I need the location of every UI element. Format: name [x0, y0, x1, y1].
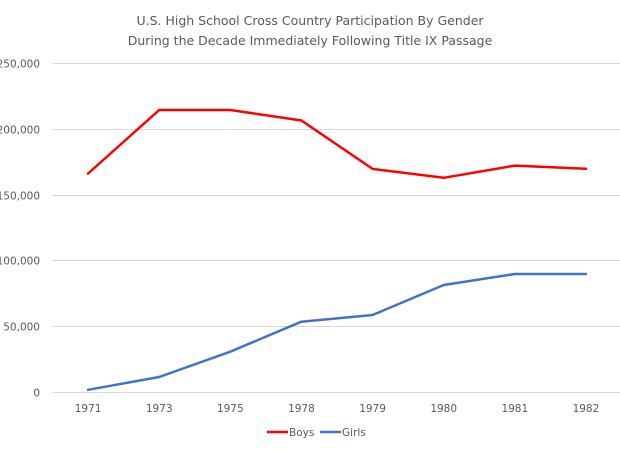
legend-item-boys: Boys — [267, 427, 314, 439]
series-line-girls — [86, 272, 588, 392]
data-point-girls-1981 — [513, 272, 517, 276]
series-line-boys — [86, 108, 588, 180]
x-tick-label: 1980 — [430, 403, 457, 415]
gridlines — [52, 63, 620, 393]
chart-subtitle: During the Decade Immediately Following … — [128, 33, 493, 48]
data-point-girls-1980 — [442, 283, 445, 287]
data-point-boys-1981 — [513, 164, 517, 167]
y-tick-label: 250,000 — [0, 59, 40, 71]
x-tick-label: 1971 — [75, 403, 102, 415]
y-tick-label: 100,000 — [0, 256, 40, 268]
x-axis-tick-labels: 1971 1973 1975 1978 1979 1980 1981 1982 — [75, 403, 600, 415]
data-point-boys-1979 — [371, 167, 374, 171]
data-point-girls-1973 — [157, 375, 161, 379]
data-point-boys-1978 — [300, 119, 303, 122]
data-point-girls-1975 — [229, 350, 232, 353]
data-point-boys-1971 — [86, 172, 90, 175]
series-lines — [86, 108, 588, 392]
x-tick-label: 1982 — [573, 403, 600, 415]
x-tick-label: 1979 — [359, 403, 386, 415]
legend: Boys Girls — [267, 427, 366, 439]
data-point-girls-1982 — [584, 272, 588, 276]
y-tick-label: 200,000 — [0, 125, 40, 137]
data-point-boys-1975 — [229, 108, 232, 112]
x-tick-label: 1978 — [288, 403, 315, 415]
series-boys — [86, 108, 588, 180]
x-tick-label: 1975 — [217, 403, 244, 415]
y-axis-tick-labels: 0 50,000 100,000 150,000 200,000 250,000 — [0, 59, 40, 400]
data-point-girls-1979 — [371, 313, 374, 317]
data-point-boys-1980 — [442, 176, 445, 179]
data-point-boys-1982 — [584, 167, 588, 170]
x-tick-label: 1973 — [146, 403, 173, 415]
legend-label-boys: Boys — [289, 427, 314, 439]
y-tick-label: 150,000 — [0, 191, 40, 203]
series-girls — [86, 272, 588, 392]
y-tick-label: 0 — [33, 388, 40, 400]
data-point-boys-1973 — [157, 108, 161, 112]
y-tick-label: 50,000 — [3, 322, 40, 334]
legend-item-girls: Girls — [320, 427, 366, 439]
legend-label-girls: Girls — [342, 427, 366, 439]
x-tick-label: 1981 — [501, 403, 528, 415]
data-point-girls-1971 — [86, 388, 90, 391]
data-point-girls-1978 — [300, 320, 303, 323]
chart-title: U.S. High School Cross Country Participa… — [136, 13, 484, 28]
